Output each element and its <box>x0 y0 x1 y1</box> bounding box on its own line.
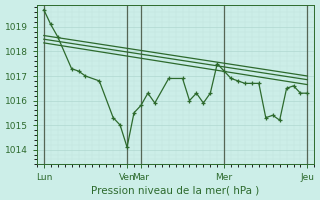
X-axis label: Pression niveau de la mer( hPa ): Pression niveau de la mer( hPa ) <box>92 185 260 195</box>
